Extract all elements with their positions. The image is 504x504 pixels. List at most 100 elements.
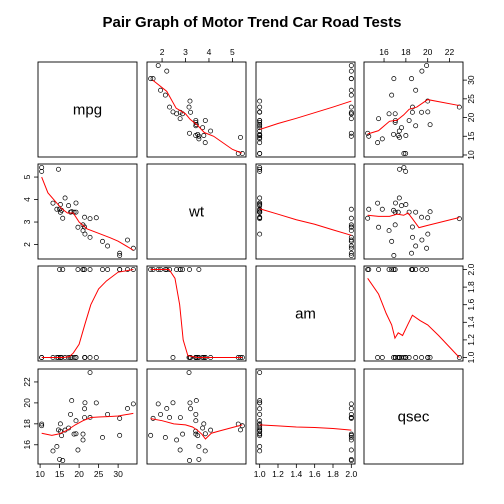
data-point bbox=[100, 238, 105, 244]
data-point bbox=[425, 355, 431, 360]
data-point bbox=[391, 207, 396, 213]
chart-title: Pair Graph of Motor Trend Car Road Tests bbox=[103, 14, 402, 31]
data-point bbox=[170, 355, 176, 360]
data-point bbox=[395, 209, 401, 215]
variable-label-wt: wt bbox=[188, 204, 205, 221]
panel-qsec-am bbox=[255, 368, 356, 465]
y-axis-right-mpg: 10 15 20 25 30 bbox=[463, 75, 476, 160]
panel-frame bbox=[363, 163, 464, 260]
data-point bbox=[174, 267, 180, 272]
data-point bbox=[348, 243, 354, 249]
data-point bbox=[456, 355, 462, 360]
tick-label: 1.8 bbox=[466, 281, 476, 293]
data-point bbox=[177, 116, 183, 122]
data-point bbox=[55, 166, 61, 172]
data-point bbox=[57, 456, 63, 462]
tick-label: 18 bbox=[22, 419, 32, 429]
data-point bbox=[348, 447, 354, 453]
data-point bbox=[424, 245, 430, 251]
data-point bbox=[73, 200, 79, 206]
data-point bbox=[117, 267, 123, 272]
tick-label: 15 bbox=[466, 131, 476, 141]
data-point bbox=[187, 400, 193, 406]
data-point bbox=[57, 267, 63, 272]
data-point bbox=[167, 104, 173, 110]
data-point bbox=[80, 431, 86, 437]
tick-label: 1.4 bbox=[466, 316, 476, 328]
panel-frame bbox=[37, 61, 138, 158]
data-point bbox=[164, 68, 170, 74]
panel-wt-wt: wt bbox=[146, 163, 247, 260]
data-point bbox=[257, 207, 263, 213]
tick-label: 1.2 bbox=[466, 334, 476, 346]
data-point bbox=[348, 222, 354, 228]
data-point bbox=[130, 245, 136, 251]
smooth-line bbox=[41, 269, 134, 358]
data-point bbox=[348, 130, 354, 136]
tick-label: 22 bbox=[22, 377, 32, 387]
data-point bbox=[186, 104, 192, 110]
tick-label: 4 bbox=[207, 47, 212, 57]
data-point bbox=[379, 355, 385, 360]
panel-frame bbox=[255, 368, 356, 465]
data-point bbox=[379, 206, 385, 212]
smooth-line bbox=[367, 278, 460, 358]
data-point bbox=[348, 116, 354, 122]
data-point bbox=[188, 109, 194, 115]
data-point bbox=[348, 238, 354, 244]
tick-label: 2.0 bbox=[345, 469, 357, 479]
data-point bbox=[238, 427, 243, 433]
tick-label: 5 bbox=[22, 174, 32, 179]
panel-frame bbox=[255, 163, 356, 260]
tick-label: 4 bbox=[22, 197, 32, 202]
data-point bbox=[395, 133, 401, 138]
tick-label: 20 bbox=[22, 398, 32, 408]
tick-label: 1.8 bbox=[327, 469, 339, 479]
data-point bbox=[348, 87, 354, 93]
panel-frame bbox=[146, 368, 247, 465]
data-point bbox=[180, 267, 186, 272]
data-point bbox=[73, 418, 79, 424]
panel-am-wt bbox=[146, 265, 247, 362]
panel-frame bbox=[37, 163, 138, 260]
data-point bbox=[193, 418, 199, 424]
data-point bbox=[148, 432, 154, 438]
tick-label: 1.0 bbox=[466, 351, 476, 363]
data-point bbox=[391, 131, 396, 137]
data-point bbox=[403, 133, 409, 138]
data-point bbox=[257, 118, 263, 123]
smooth-line bbox=[259, 100, 352, 131]
data-point bbox=[456, 216, 462, 222]
data-point bbox=[391, 76, 397, 82]
data-point bbox=[196, 444, 202, 449]
data-point bbox=[148, 76, 154, 82]
data-point bbox=[80, 437, 86, 443]
panel-am-am: am bbox=[255, 265, 356, 362]
data-point bbox=[257, 200, 263, 206]
data-point bbox=[257, 431, 263, 437]
data-point bbox=[71, 355, 77, 360]
data-point bbox=[193, 118, 199, 123]
data-point bbox=[409, 76, 414, 82]
data-point bbox=[257, 133, 263, 138]
tick-label: 2 bbox=[160, 47, 165, 57]
data-point bbox=[389, 267, 395, 272]
data-point bbox=[403, 168, 409, 174]
tick-label: 20 bbox=[466, 113, 476, 123]
data-point bbox=[39, 421, 45, 427]
data-point bbox=[348, 411, 354, 417]
data-point bbox=[386, 228, 392, 234]
data-point bbox=[239, 151, 245, 156]
data-point bbox=[257, 140, 263, 146]
data-point bbox=[393, 355, 398, 360]
panel-wt-mpg bbox=[37, 163, 138, 260]
data-point bbox=[424, 63, 430, 68]
data-point bbox=[100, 434, 105, 440]
tick-label: 25 bbox=[94, 469, 104, 479]
data-point bbox=[155, 401, 161, 407]
data-point bbox=[195, 433, 201, 439]
data-point bbox=[186, 355, 192, 360]
data-point bbox=[200, 125, 206, 131]
